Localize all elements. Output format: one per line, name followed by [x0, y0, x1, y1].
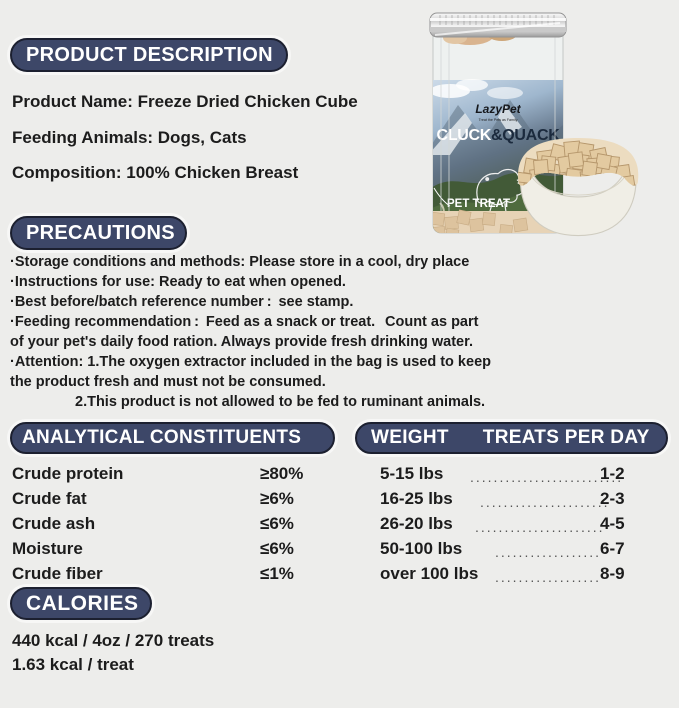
svg-text:Treat the Pets as Family: Treat the Pets as Family — [479, 118, 518, 122]
svg-text:CLUCK&QUACK: CLUCK&QUACK — [437, 127, 561, 144]
svg-text:LazyPet: LazyPet — [475, 102, 521, 116]
svg-text:PET TREAT: PET TREAT — [447, 198, 510, 210]
